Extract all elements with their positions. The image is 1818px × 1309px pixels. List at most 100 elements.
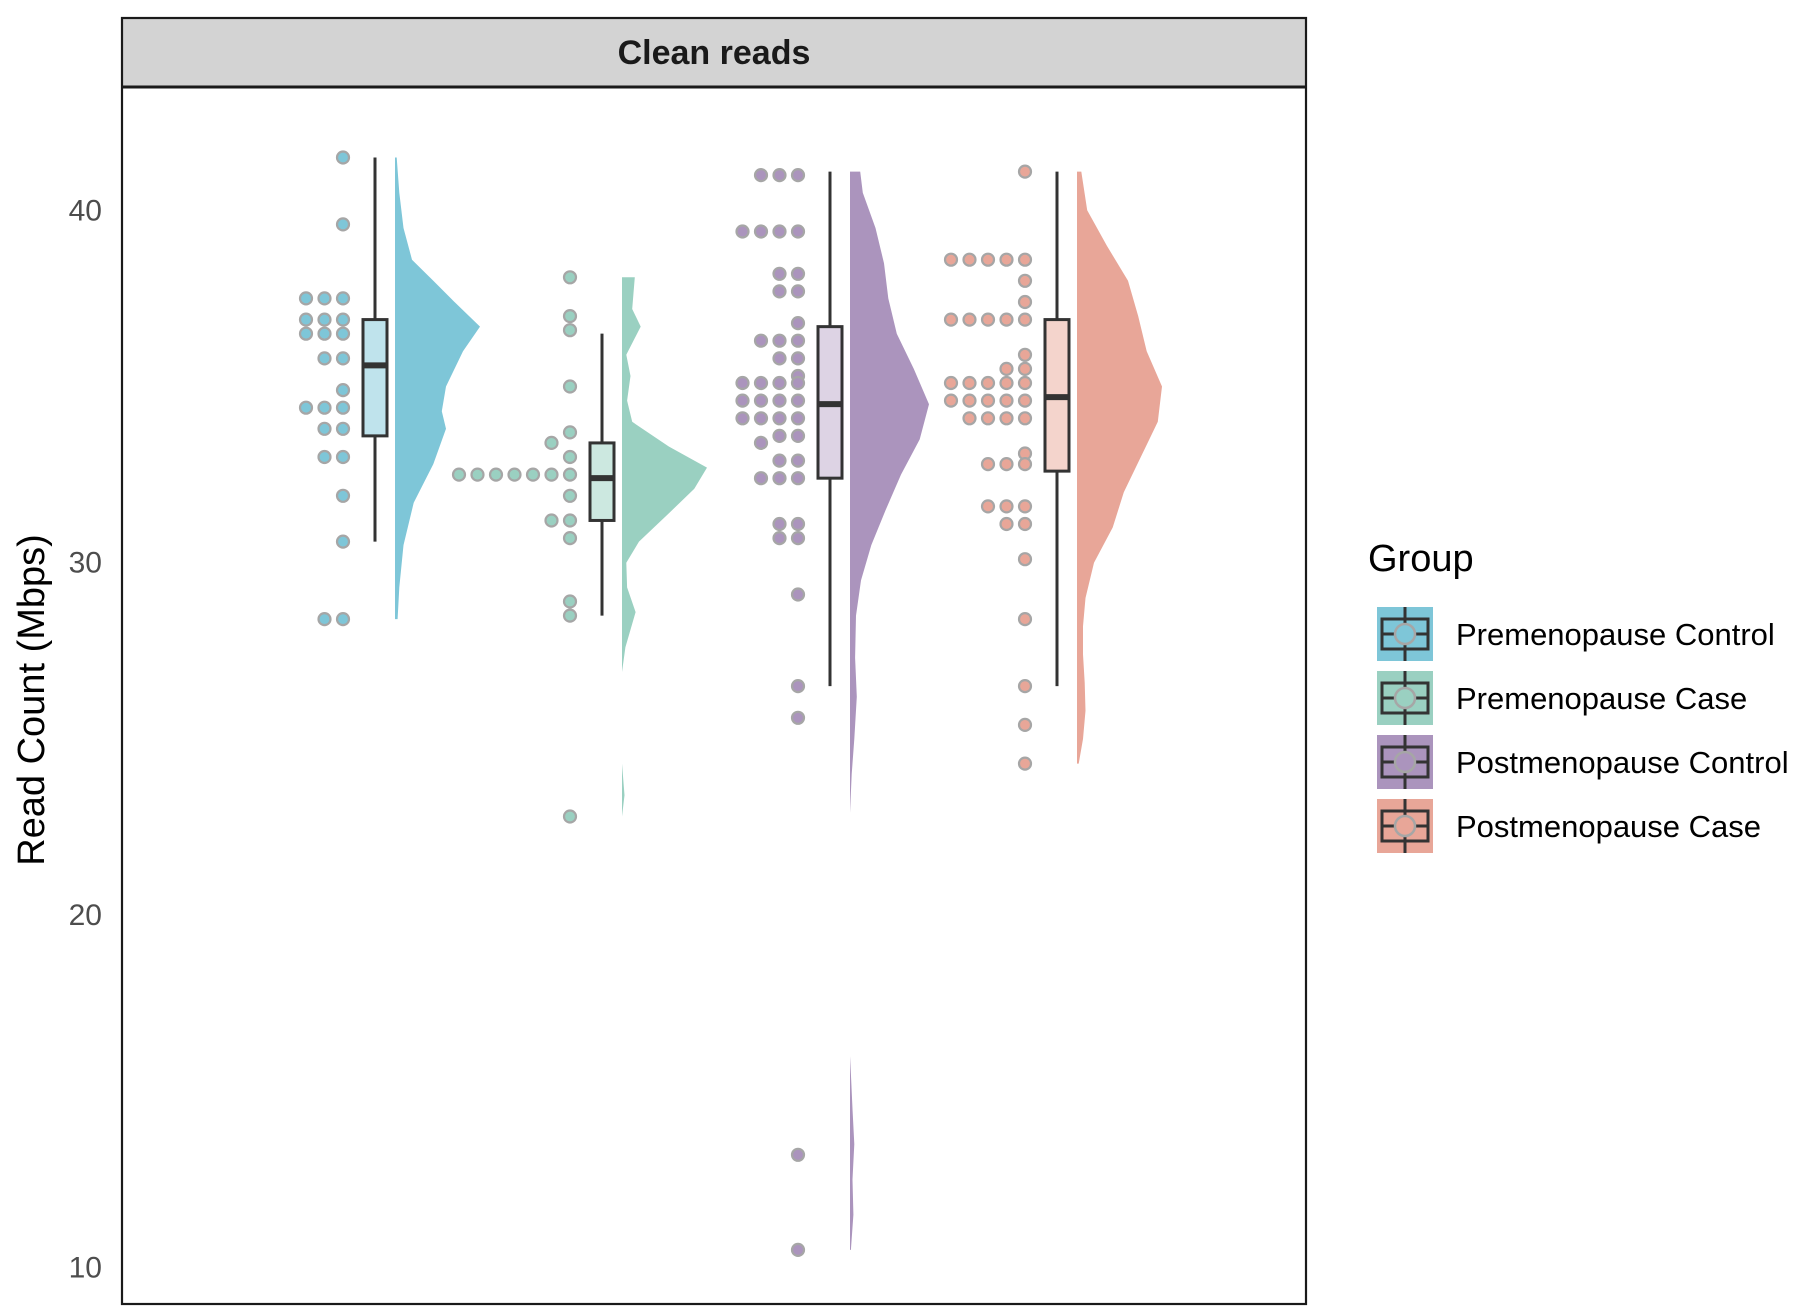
data-point: [772, 411, 787, 426]
density-cloud: [622, 277, 707, 817]
data-point: [735, 411, 750, 426]
data-point: [1017, 499, 1033, 514]
data-point: [317, 611, 332, 627]
data-point: [790, 375, 806, 391]
data-point: [790, 530, 806, 546]
data-point: [562, 513, 578, 528]
data-point: [943, 252, 959, 267]
data-point: [772, 393, 787, 408]
data-point: [335, 449, 351, 465]
data-point: [790, 224, 806, 239]
density-cloud: [850, 171, 929, 1250]
data-point: [999, 411, 1014, 426]
data-point: [562, 449, 578, 465]
data-point: [1017, 411, 1033, 426]
data-point: [470, 467, 485, 482]
data-point: [335, 488, 351, 503]
y-tick-label: 30: [69, 547, 102, 580]
data-point: [1017, 164, 1033, 179]
series-group: [298, 150, 480, 627]
data-point: [790, 1147, 806, 1162]
data-point: [317, 421, 332, 436]
data-point: [790, 471, 806, 486]
data-point: [335, 291, 351, 306]
data-point: [753, 168, 769, 183]
data-point: [507, 467, 522, 482]
data-point: [562, 323, 578, 338]
data-point: [298, 312, 314, 327]
data-point: [1017, 361, 1033, 376]
data-point: [562, 425, 578, 440]
data-point: [772, 168, 787, 183]
data-point: [298, 291, 314, 306]
data-point: [790, 678, 806, 694]
data-point: [451, 467, 467, 482]
data-point: [772, 266, 787, 281]
data-point: [1017, 717, 1033, 733]
data-point: [298, 400, 314, 415]
data-point: [753, 471, 769, 486]
data-point: [335, 326, 351, 341]
data-point: [1017, 611, 1033, 627]
data-point: [562, 809, 578, 824]
data-point: [735, 393, 750, 408]
data-point: [790, 710, 806, 725]
data-point: [317, 312, 332, 327]
data-point: [790, 411, 806, 426]
data-point: [790, 351, 806, 366]
data-point: [753, 411, 769, 426]
density-cloud: [1077, 171, 1162, 764]
legend-key-point: [1393, 686, 1417, 710]
y-axis-ticks: 10 20 30 40: [69, 194, 102, 1284]
y-axis-title: Read Count (Mbps): [11, 534, 53, 866]
data-point: [1017, 347, 1033, 362]
data-point: [335, 400, 351, 415]
series-group: [735, 168, 929, 1258]
data-point: [962, 312, 977, 327]
data-point: [999, 361, 1014, 376]
data-point: [999, 516, 1014, 532]
data-point: [317, 449, 332, 465]
data-point: [753, 333, 769, 348]
data-point: [335, 351, 351, 366]
data-point: [790, 516, 806, 532]
legend: Premenopause Control Premenopause Case Pos…: [1377, 607, 1789, 853]
data-point: [790, 393, 806, 408]
data-point: [772, 471, 787, 486]
data-point: [317, 351, 332, 366]
data-point: [753, 375, 769, 391]
data-point: [772, 530, 787, 546]
series-group: [943, 164, 1162, 771]
data-point: [999, 375, 1014, 391]
data-point: [790, 284, 806, 299]
data-point: [772, 453, 787, 468]
legend-label: Postmenopause Case: [1456, 809, 1761, 844]
data-point: [753, 435, 769, 450]
data-point: [525, 467, 541, 482]
data-point: [999, 393, 1014, 408]
data-point: [735, 375, 750, 391]
data-point: [772, 375, 787, 391]
data-point: [962, 393, 977, 408]
legend-key-point: [1393, 814, 1417, 838]
data-point: [790, 168, 806, 183]
data-point: [943, 375, 959, 391]
data-point: [335, 150, 351, 165]
data-point: [1017, 552, 1033, 567]
y-tick-label: 10: [69, 1252, 102, 1285]
data-point: [790, 453, 806, 468]
plot-area: [298, 150, 1162, 1258]
data-point: [562, 488, 578, 503]
box: [588, 441, 616, 522]
legend-label: Premenopause Case: [1456, 681, 1747, 716]
data-point: [790, 428, 806, 443]
data-point: [298, 326, 314, 341]
data-point: [317, 291, 332, 306]
density-cloud: [395, 157, 480, 620]
data-point: [962, 411, 977, 426]
data-point: [1017, 516, 1033, 532]
data-point: [980, 411, 996, 426]
data-point: [980, 457, 996, 472]
legend-key-point: [1393, 750, 1417, 774]
legend-title: Group: [1368, 538, 1474, 580]
